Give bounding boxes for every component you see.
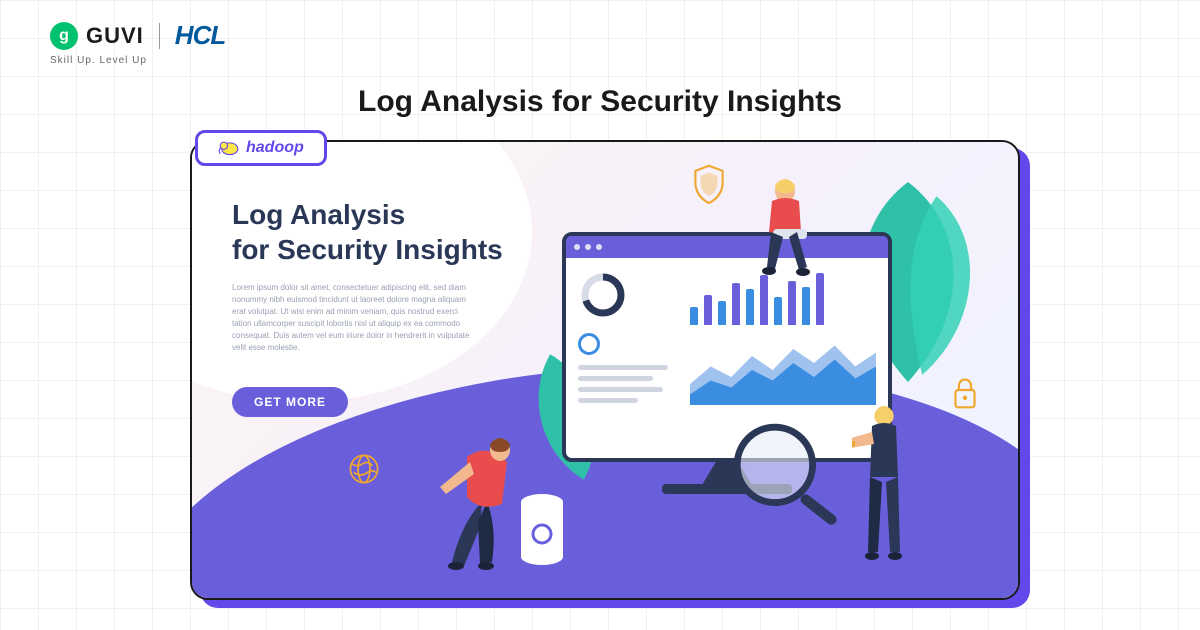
guvi-label: GUVI [86, 23, 144, 49]
magnifier-icon [732, 422, 852, 525]
bar [690, 307, 698, 325]
bar [704, 295, 712, 325]
bar [746, 289, 754, 325]
text-line [578, 398, 638, 403]
window-dot-icon [596, 244, 602, 250]
bar [732, 283, 740, 325]
brand-divider [159, 23, 160, 49]
bar [718, 301, 726, 325]
person-right-icon [852, 402, 917, 562]
brand-header: g GUVI HCL [50, 20, 225, 51]
page-title: Log Analysis for Security Insights [0, 85, 1200, 119]
hadoop-badge: hadoop [195, 130, 327, 166]
shield-icon [692, 164, 726, 205]
area-chart [690, 335, 876, 405]
person-left-icon [432, 432, 527, 572]
guvi-logo: g GUVI [50, 22, 144, 50]
bar [802, 287, 810, 325]
bar [788, 281, 796, 325]
hero-title: Log Analysis for Security Insights [232, 197, 503, 267]
ring-icon [578, 333, 600, 355]
donut-chart [578, 270, 628, 320]
text-line [578, 376, 653, 381]
window-dot-icon [585, 244, 591, 250]
text-line [578, 387, 663, 392]
monitor-right-col [690, 270, 876, 410]
bar [774, 297, 782, 325]
illustration-card: Log Analysis for Security Insights Lorem… [190, 140, 1020, 600]
monitor-body [566, 258, 888, 422]
text-line [578, 365, 668, 370]
hero-title-line: Log Analysis [232, 199, 405, 230]
globe-icon [347, 452, 381, 486]
hadoop-elephant-icon [218, 139, 240, 157]
guvi-icon: g [50, 22, 78, 50]
hadoop-label: hadoop [246, 139, 304, 157]
hero-body: Lorem ipsum dolor sit amet, consectetuer… [232, 282, 472, 354]
person-sitting-icon [747, 177, 827, 287]
get-more-button[interactable]: GET MORE [232, 387, 348, 417]
blob-bg [190, 140, 532, 402]
hcl-label: HCL [175, 20, 225, 51]
cylinder-icon [517, 492, 567, 572]
window-dot-icon [574, 244, 580, 250]
monitor-left-col [578, 270, 678, 410]
lock-icon [952, 377, 978, 410]
monitor-titlebar [566, 236, 888, 258]
tagline: Skill Up. Level Up [50, 55, 147, 66]
hero-title-line: for Security Insights [232, 234, 503, 265]
